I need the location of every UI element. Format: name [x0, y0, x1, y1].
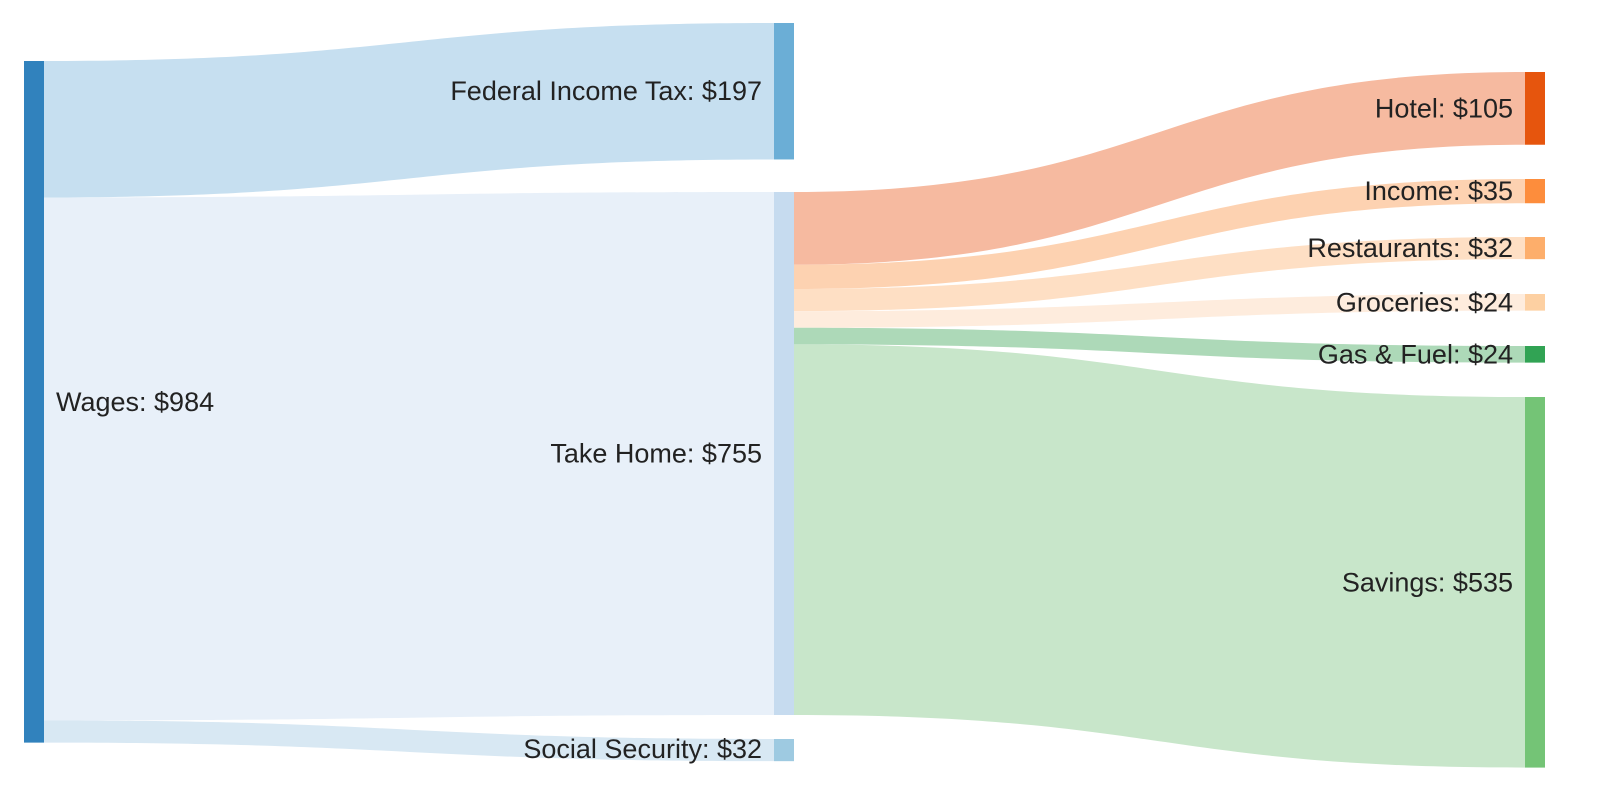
node-label-federal: Federal Income Tax: $197	[450, 76, 762, 106]
nodes-layer	[24, 23, 1545, 768]
node-restaurants[interactable]	[1525, 237, 1545, 260]
node-social[interactable]	[774, 739, 794, 762]
labels-layer: Wages: $984 Federal Income Tax: $197 Take …	[56, 76, 1513, 764]
link-takehome-to-savings[interactable]	[794, 344, 1525, 768]
node-hotel[interactable]	[1525, 72, 1545, 145]
node-label-takehome: Take Home: $755	[550, 438, 762, 468]
link-takehome-to-income[interactable]	[794, 179, 1525, 289]
link-takehome-to-groceries[interactable]	[794, 294, 1525, 328]
node-label-income: Income: $35	[1364, 176, 1513, 206]
node-label-savings: Savings: $535	[1342, 567, 1513, 597]
link-takehome-to-restaurants[interactable]	[794, 237, 1525, 312]
link-wages-to-takehome[interactable]	[44, 192, 774, 721]
link-wages-to-social[interactable]	[44, 720, 774, 762]
node-federal[interactable]	[774, 23, 794, 160]
node-income[interactable]	[1525, 179, 1545, 204]
links-layer	[44, 23, 1525, 768]
node-label-restaurants: Restaurants: $32	[1307, 233, 1513, 263]
node-label-groceries: Groceries: $24	[1336, 287, 1513, 317]
link-takehome-to-hotel[interactable]	[794, 72, 1525, 265]
node-label-gas: Gas & Fuel: $24	[1318, 339, 1513, 369]
node-label-hotel: Hotel: $105	[1375, 93, 1513, 123]
node-wages[interactable]	[24, 61, 44, 743]
node-gas[interactable]	[1525, 346, 1545, 363]
node-groceries[interactable]	[1525, 294, 1545, 311]
link-takehome-to-gas[interactable]	[794, 327, 1525, 363]
node-takehome[interactable]	[774, 192, 794, 715]
link-wages-to-federal[interactable]	[44, 23, 774, 198]
node-label-social: Social Security: $32	[523, 734, 762, 764]
node-label-wages: Wages: $984	[56, 387, 214, 417]
node-savings[interactable]	[1525, 397, 1545, 768]
